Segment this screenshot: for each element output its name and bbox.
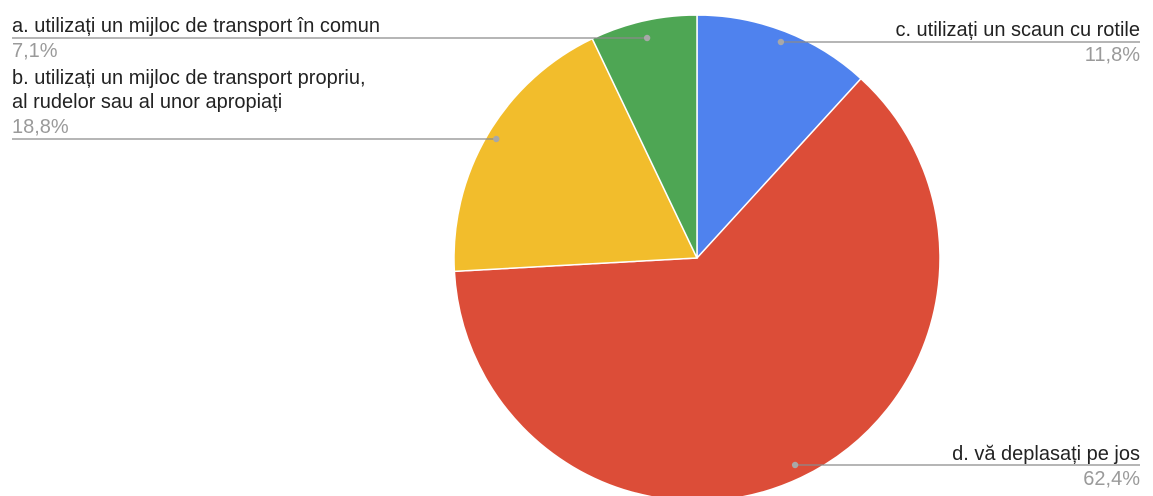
pie-slice — [696, 14, 863, 260]
slice-percentage: 62,4% — [1083, 468, 1140, 490]
leader-dot — [791, 461, 799, 469]
slice-percentage: 18,8% — [12, 116, 69, 138]
leader-dot — [493, 135, 500, 143]
pie-slice — [453, 77, 941, 496]
leader-dot — [777, 38, 785, 46]
slice-label: b. utilizați un mijloc de transport prop… — [12, 67, 366, 89]
slice-label: a. utilizați un mijloc de transport în c… — [12, 15, 380, 37]
leader-dot — [643, 34, 651, 42]
pie-slices — [453, 14, 941, 496]
slice-percentage: 11,8% — [1085, 44, 1140, 66]
slice-label: c. utilizați un scaun cu rotile — [895, 19, 1140, 41]
slice-label: al rudelor sau al unor apropiați — [12, 91, 282, 113]
slice-label: d. vă deplasați pe jos — [952, 443, 1140, 465]
leader-lines — [12, 34, 1140, 469]
pie-slice — [453, 37, 699, 273]
slice-labels: c. utilizați un scaun cu rotile 11,8% d. v… — [12, 15, 1140, 490]
slice-percentage: 7,1% — [12, 40, 58, 62]
